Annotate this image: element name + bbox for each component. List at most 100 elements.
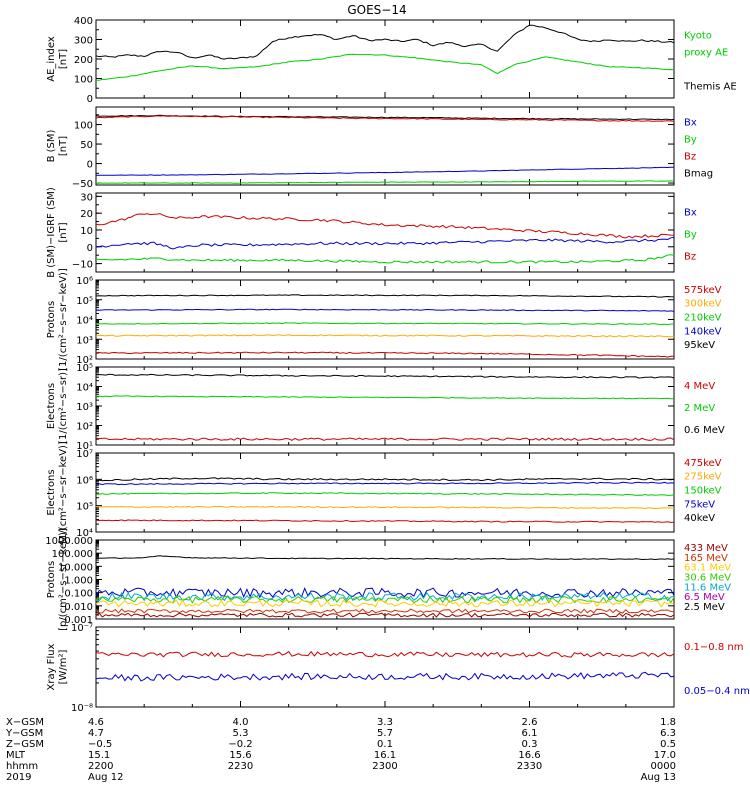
series-line-b_sm-2 (95, 166, 674, 176)
y-tick-label-ae: 200 (74, 55, 93, 66)
y-tick-label-electrons_mev: 10² (76, 422, 93, 433)
x-axis-value: 4.0 (233, 717, 249, 728)
x-axis-value: 2200 (88, 761, 113, 772)
y-axis-label-protons_mev: [p/(cm²−s−sr−keV)] (58, 528, 69, 631)
y-tick-label-protons_mev: 10.000 (58, 562, 93, 573)
series-line-electrons_kev-1 (95, 481, 675, 486)
y-tick-label-b_igrf: 20 (80, 209, 93, 220)
x-axis-value: 2.6 (522, 717, 538, 728)
legend-entry-protons_energetic: 140keV (684, 326, 722, 337)
y-axis-label-electrons_mev: Electrons (46, 383, 57, 429)
series-line-electrons_kev-4 (95, 519, 675, 523)
x-axis-value: −0.5 (88, 739, 112, 750)
x-axis-value: 0000 (651, 761, 676, 772)
series-line-electrons_mev-0 (96, 373, 675, 379)
legend-entry-b_sm: Bz (684, 152, 696, 163)
x-axis-row-label: hhmm (6, 761, 38, 772)
legend-entry-protons_mev: 2.5 MeV (684, 602, 725, 613)
x-axis-value: Aug 13 (641, 772, 676, 783)
y-tick-label-electrons_mev: 10³ (76, 402, 93, 413)
series-line-protons_energetic-4 (95, 351, 674, 358)
y-tick-label-protons_energetic: 10² (76, 355, 93, 366)
y-axis-label-b_igrf: B (SM)−IGRF (SM) (46, 187, 57, 278)
legend-entry-b_sm: By (684, 135, 697, 146)
series-line-electrons_mev-1 (95, 395, 675, 400)
series-line-b_sm-3 (96, 180, 675, 184)
y-axis-label-electrons_kev: Electrons (46, 469, 57, 515)
y-tick-label-b_igrf: 0 (87, 243, 93, 254)
y-tick-label-b_igrf: 30 (80, 192, 93, 203)
y-tick-label-b_sm: 50 (80, 140, 93, 151)
panel-frame-ae (95, 19, 675, 99)
series-line-ae-1 (95, 53, 675, 81)
series-line-xray-0 (95, 650, 675, 658)
y-tick-label-b_igrf: −10 (72, 260, 93, 271)
x-axis-row-label: MLT (6, 750, 26, 761)
x-axis-value: 0.1 (377, 739, 393, 750)
x-axis-value: 0.5 (660, 739, 676, 750)
x-axis-value: 2230 (228, 761, 253, 772)
legend-entry-ae: Kyoto (684, 31, 712, 42)
series-line-protons_energetic-2 (95, 322, 675, 326)
y-tick-label-protons_energetic: 10⁴ (76, 316, 93, 327)
x-axis-value: 4.6 (88, 717, 104, 728)
panel-frame-electrons_kev (95, 452, 675, 533)
series-line-electrons_mev-2 (95, 437, 675, 441)
x-axis-value: 6.3 (660, 728, 676, 739)
y-tick-label-ae: 0 (87, 94, 93, 105)
x-axis-row-label: Z−GSM (6, 739, 44, 750)
panel-frame-protons_mev (95, 539, 675, 620)
legend-entry-protons_energetic: 210keV (684, 313, 722, 324)
y-tick-label-protons_mev: 1000.000 (45, 536, 93, 547)
series-line-protons_mev-4 (95, 599, 675, 608)
y-tick-label-protons_mev: 0.001 (64, 615, 93, 626)
legend-entry-protons_mev: 433 MeV (684, 543, 728, 554)
legend-entry-protons_energetic: 575keV (684, 285, 722, 296)
series-line-xray-1 (95, 671, 675, 682)
y-axis-label-electrons_mev: [1/(cm²−s−sr)] (58, 368, 69, 444)
x-axis-value: 16.1 (374, 750, 396, 761)
legend-entry-protons_energetic: 95keV (684, 340, 715, 351)
legend-entry-protons_energetic: 300keV (684, 299, 722, 310)
series-line-protons_mev-5 (95, 608, 675, 614)
x-axis-value: 6.1 (522, 728, 538, 739)
y-tick-label-electrons_kev: 10⁴ (76, 528, 93, 539)
x-axis-value: 3.3 (377, 717, 393, 728)
y-axis-label-xray: Xray Flux (46, 643, 57, 690)
series-line-protons_energetic-1 (95, 308, 675, 312)
y-tick-label-electrons_kev: 10⁶ (76, 475, 93, 486)
series-line-electrons_kev-3 (95, 505, 675, 510)
y-axis-label-xray: [W/m²] (58, 649, 69, 684)
x-axis-value: 2300 (372, 761, 397, 772)
y-tick-label-b_sm: 100 (74, 121, 93, 132)
y-tick-label-xray: 10⁻⁸ (71, 703, 93, 714)
x-axis-value: 5.3 (233, 728, 249, 739)
x-axis-row-label: 2019 (6, 772, 31, 783)
legend-entry-ae: Themis AE (683, 82, 737, 93)
legend-entry-b_igrf: Bz (684, 252, 696, 263)
y-tick-label-electrons_mev: 10¹ (76, 441, 93, 452)
x-axis-value: 4.7 (88, 728, 104, 739)
series-line-b_igrf-0 (95, 213, 675, 239)
legend-entry-electrons_kev: 75keV (684, 499, 715, 510)
y-tick-label-protons_mev: 0.010 (64, 602, 93, 613)
legend-entry-electrons_mev: 0.6 MeV (684, 425, 725, 436)
legend-entry-ae: proxy AE (684, 48, 728, 59)
x-axis-value: 16.6 (518, 750, 540, 761)
x-axis-value: −0.2 (228, 739, 252, 750)
series-line-electrons_kev-2 (96, 492, 675, 496)
series-line-b_sm-1 (95, 115, 675, 122)
series-line-b_igrf-2 (95, 254, 675, 264)
series-line-protons_mev-2 (95, 592, 675, 602)
legend-entry-xray: 0.05−0.4 nm (684, 686, 750, 697)
y-tick-label-protons_energetic: 10³ (76, 335, 93, 346)
legend-entry-protons_mev: 11.6 MeV (684, 582, 731, 593)
y-axis-label-electrons_kev: [1/(cm²−s−sr−keV)] (58, 441, 69, 544)
legend-entry-b_igrf: Bx (684, 208, 697, 219)
y-axis-label-ae: AE_index (46, 36, 57, 82)
y-tick-label-protons_energetic: 10⁵ (76, 296, 93, 307)
panel-frame-xray (95, 626, 675, 708)
legend-entry-b_igrf: By (684, 230, 697, 241)
x-axis-value: 2330 (517, 761, 542, 772)
